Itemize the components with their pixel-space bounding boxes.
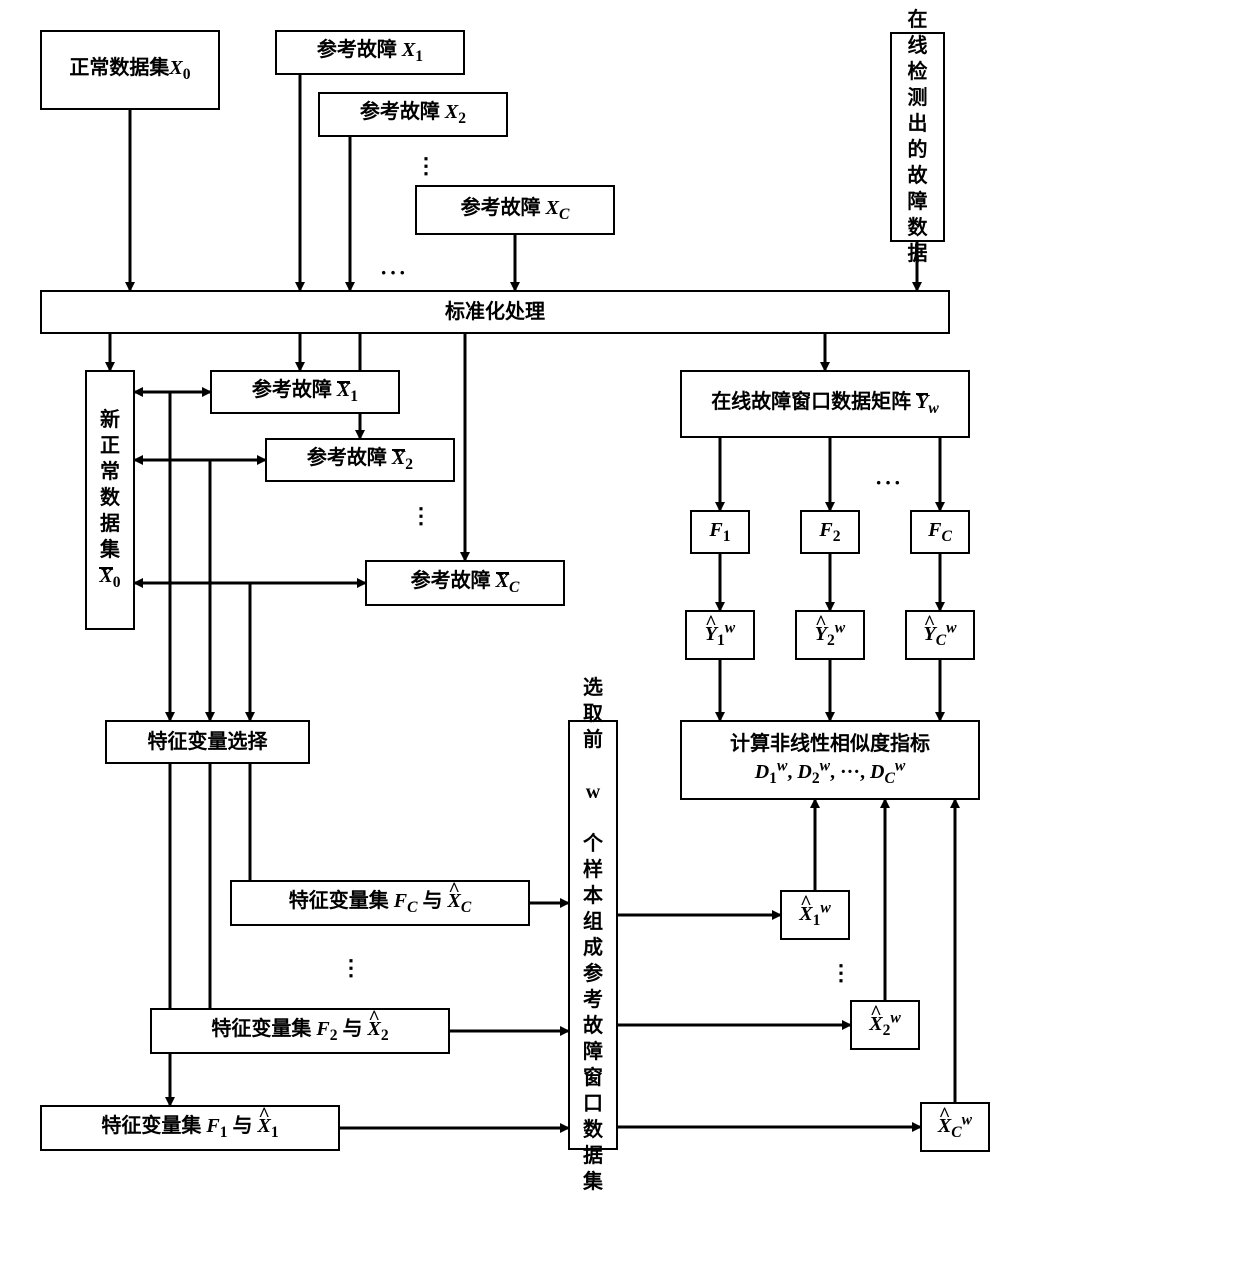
node-ref_fault_X1bar: 参考故障 X1 [210, 370, 400, 414]
node-online_window_Yw: 在线故障窗口数据矩阵 Yw [680, 370, 970, 438]
node-F2: F2 [800, 510, 860, 554]
node-YCw_hat: YCw [905, 610, 975, 660]
node-featset_F2_X2hat: 特征变量集 F2 与 X2 [150, 1008, 450, 1054]
edges-layer [20, 20, 1220, 1246]
node-X2w_hat: X2w [850, 1000, 920, 1050]
node-standardize: 标准化处理 [40, 290, 950, 334]
node-X1w_hat: X1w [780, 890, 850, 940]
node-ref_fault_X2: 参考故障 X2 [318, 92, 508, 137]
ellipsis: ··· [875, 470, 903, 496]
node-XCw_hat: XCw [920, 1102, 990, 1152]
ellipsis: ⋮ [415, 153, 439, 179]
node-similarity_calc: 计算非线性相似度指标D1w, D2w, ···, DCw [680, 720, 980, 800]
node-ref_fault_XC: 参考故障 XC [415, 185, 615, 235]
node-F1: F1 [690, 510, 750, 554]
ellipsis: ⋮ [830, 960, 854, 986]
node-ref_fault_X1: 参考故障 X1 [275, 30, 465, 75]
node-feature_select: 特征变量选择 [105, 720, 310, 764]
node-online_fault_data: 在线检测出的故障数据 [890, 32, 945, 242]
node-normal_data: 正常数据集X0 [40, 30, 220, 110]
node-take_first_w: 选取前 w 个样本组成参考故障窗口数据集 [568, 720, 618, 1150]
flowchart-canvas: 正常数据集X0 参考故障 X1 参考故障 X2 参考故障 XC 在线检测出的故障数据标准… [20, 20, 1220, 1246]
node-featset_F1_X1hat: 特征变量集 F1 与 X1 [40, 1105, 340, 1151]
node-FC: FC [910, 510, 970, 554]
ellipsis: ⋮ [340, 955, 364, 981]
node-ref_fault_X2bar: 参考故障 X2 [265, 438, 455, 482]
node-Y2w_hat: Y2w [795, 610, 865, 660]
node-new_normal_X0bar: 新正常数据集X0 [85, 370, 135, 630]
node-Y1w_hat: Y1w [685, 610, 755, 660]
ellipsis: ⋮ [410, 503, 434, 529]
ellipsis: ··· [380, 260, 408, 286]
node-ref_fault_XCbar: 参考故障 XC [365, 560, 565, 606]
node-featset_FC_XChat: 特征变量集 FC 与 XC [230, 880, 530, 926]
